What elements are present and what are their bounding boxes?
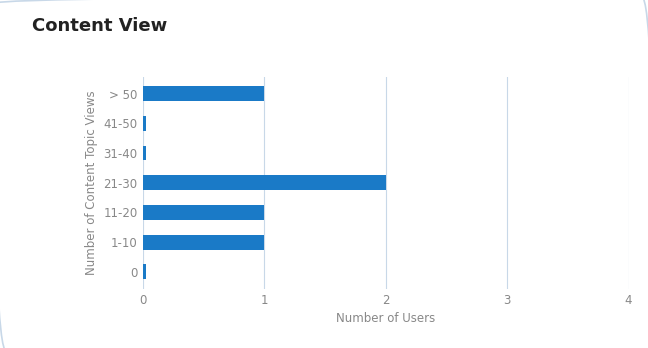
Bar [143, 264, 146, 279]
Bar [143, 86, 264, 101]
Bar [143, 175, 386, 190]
Bar [143, 205, 264, 220]
Bar [143, 235, 264, 250]
Text: Content View: Content View [32, 17, 168, 35]
X-axis label: Number of Users: Number of Users [336, 312, 435, 325]
Bar [143, 145, 146, 160]
Y-axis label: Number of Content Topic Views: Number of Content Topic Views [85, 90, 98, 275]
Bar [143, 116, 146, 131]
